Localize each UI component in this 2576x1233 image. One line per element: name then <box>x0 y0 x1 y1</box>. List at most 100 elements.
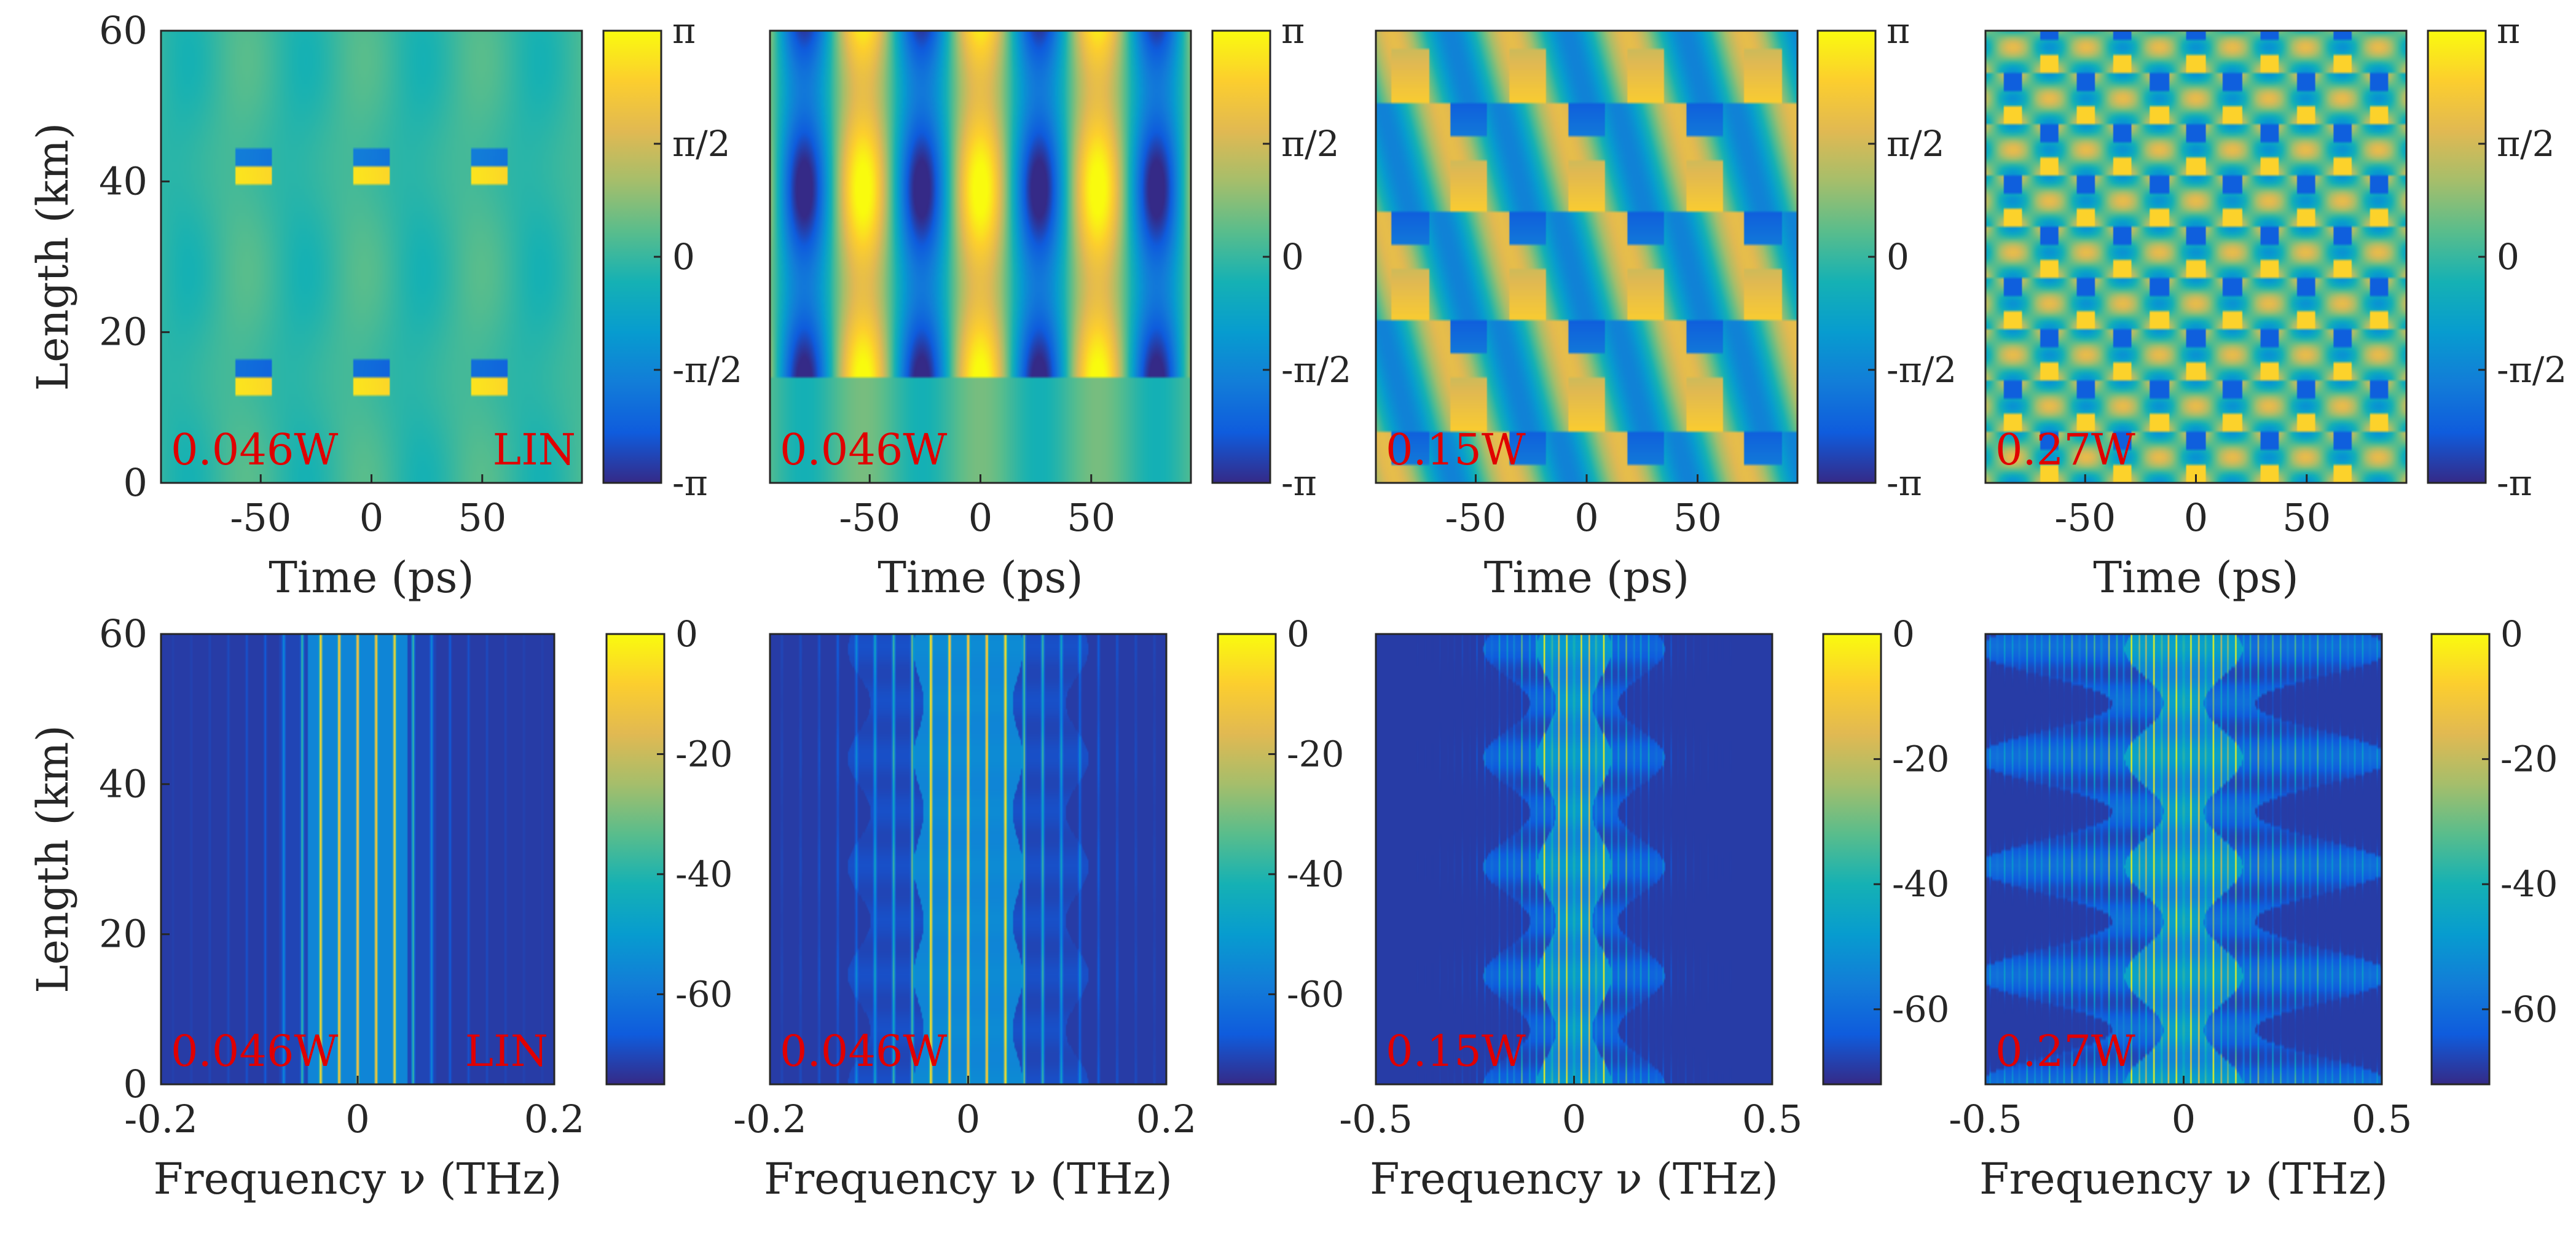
colorbar-tick-label: π <box>1887 10 1910 52</box>
x-tick-label: -0.2 <box>733 1097 807 1141</box>
y-axis-label: Length (km) <box>28 123 78 391</box>
x-tick-label: 0 <box>1562 1097 1586 1141</box>
colorbar-tick-label: -40 <box>1892 863 1949 905</box>
colorbar-tick-label: -60 <box>675 973 732 1015</box>
power-annotation: 0.046W <box>171 425 338 475</box>
x-tick-label: 0.2 <box>524 1097 585 1141</box>
power-annotation: 0.15W <box>1386 425 1526 475</box>
power-annotation: 0.27W <box>1995 1026 2135 1076</box>
colorbar-tick-label: -20 <box>675 733 732 775</box>
colorbar-tick-label: π/2 <box>2497 123 2555 165</box>
x-tick-label: -0.5 <box>1339 1097 1413 1141</box>
colorbar-tick-label: -20 <box>1892 738 1949 780</box>
y-tick-label: 40 <box>99 761 147 806</box>
colorbar <box>602 29 662 484</box>
x-tick-label: 0 <box>345 1097 369 1141</box>
x-tick-label: 50 <box>2282 495 2331 540</box>
colorbar-tick-label: -60 <box>1287 973 1344 1015</box>
colorbar-tick-label: π <box>2497 10 2520 52</box>
colorbar-tick-label: 0 <box>1281 236 1304 278</box>
colorbar-tick-label: -π/2 <box>2497 349 2567 391</box>
colorbar-tick-label: π/2 <box>1281 123 1340 165</box>
y-axis-label: Length (km) <box>28 725 78 993</box>
x-tick-label: 50 <box>1673 495 1722 540</box>
colorbar-tick-label: 0 <box>672 236 695 278</box>
x-tick-label: 50 <box>458 495 506 540</box>
subplot-0-2: -50 0 50 Time (ps) 0.15W π π/2 0 -π/2 -π <box>1375 10 1957 603</box>
colorbar <box>605 633 666 1086</box>
x-axis-label: Time (ps) <box>269 552 474 603</box>
colorbar-tick-label: -40 <box>1287 853 1344 895</box>
colorbar-tick-label: -60 <box>2500 988 2558 1030</box>
x-tick-label: 0 <box>968 495 992 540</box>
colorbar-tick-label: -40 <box>675 853 732 895</box>
heatmap-image <box>1985 31 2406 483</box>
heatmap-image <box>770 31 1191 483</box>
x-tick-label: 0 <box>956 1097 980 1141</box>
x-tick-label: 0.5 <box>2352 1097 2413 1141</box>
colorbar-tick-label: -60 <box>1892 988 1949 1030</box>
x-tick-label: -0.5 <box>1949 1097 2022 1141</box>
subplot-1-2: -0.5 0 0.5 Frequency ν (THz) 0.15W 0 -20 -40 -60 <box>1339 613 1949 1204</box>
x-tick-label: -0.2 <box>124 1097 198 1141</box>
x-axis-label: Frequency ν (THz) <box>1370 1154 1778 1204</box>
x-tick-label: 0 <box>359 495 383 540</box>
colorbar-tick-label: 0 <box>1887 236 1909 278</box>
x-tick-label: -50 <box>839 495 900 540</box>
y-tick-label: 20 <box>99 912 147 957</box>
heatmap-image <box>161 634 554 1084</box>
x-tick-label: 0 <box>1574 495 1598 540</box>
subplot-1-3: -0.5 0 0.5 Frequency ν (THz) 0.27W 0 -20 -40 -60 <box>1949 613 2558 1204</box>
power-annotation: 0.046W <box>780 425 947 475</box>
power-annotation: 0.27W <box>1995 425 2135 475</box>
heatmap-image <box>1376 634 1772 1084</box>
y-tick-label: 40 <box>99 159 147 203</box>
x-tick-label: 0.5 <box>1742 1097 1803 1141</box>
y-tick-label: 0 <box>124 1062 147 1106</box>
heatmap-image <box>770 634 1166 1084</box>
colorbar <box>1816 29 1877 484</box>
colorbar-tick-label: -20 <box>2500 738 2558 780</box>
x-axis-label: Frequency ν (THz) <box>1979 1154 2388 1204</box>
regime-annotation: LIN <box>465 1026 548 1076</box>
colorbar <box>2427 29 2487 484</box>
colorbar-tick-label: -π <box>2497 462 2532 504</box>
heatmap-image <box>1985 634 2382 1084</box>
colorbar-tick-label: 0 <box>2497 236 2519 278</box>
x-axis-label: Time (ps) <box>1484 552 1689 603</box>
subplot-0-0: -50 0 50 0 20 40 60 Time (ps) Length (km) 0.046W L… <box>28 8 742 603</box>
colorbar-tick-label: 0 <box>2500 613 2523 655</box>
x-axis-label: Frequency ν (THz) <box>764 1154 1172 1204</box>
colorbar <box>2430 633 2491 1086</box>
colorbar-tick-label: π/2 <box>672 123 731 165</box>
x-tick-label: 0 <box>2172 1097 2196 1141</box>
power-annotation: 0.046W <box>780 1026 947 1076</box>
x-tick-label: -50 <box>230 495 291 540</box>
colorbar-tick-label: π <box>672 10 696 52</box>
y-tick-label: 20 <box>99 310 147 354</box>
x-tick-label: -50 <box>2054 495 2116 540</box>
regime-annotation: LIN <box>493 425 576 475</box>
subplot-0-1: -50 0 50 Time (ps) 0.046W π π/2 0 -π/2 -π <box>769 10 1351 603</box>
x-tick-label: -50 <box>1445 495 1507 540</box>
x-axis-label: Frequency ν (THz) <box>154 1154 562 1204</box>
y-tick-label: 0 <box>124 460 147 505</box>
colorbar <box>1822 633 1882 1086</box>
x-tick-label: 0.2 <box>1136 1097 1197 1141</box>
x-tick-label: 0 <box>2184 495 2208 540</box>
x-tick-label: 50 <box>1067 495 1115 540</box>
colorbar-tick-label: π/2 <box>1887 123 1945 165</box>
colorbar-tick-label: -π/2 <box>1281 349 1351 391</box>
colorbar-tick-label: -20 <box>1287 733 1344 775</box>
colorbar-tick-label: -π/2 <box>1887 349 1957 391</box>
subplot-0-3: -50 0 50 Time (ps) 0.27W π π/2 0 -π/2 -π <box>1984 10 2567 603</box>
x-axis-label: Time (ps) <box>2093 552 2298 603</box>
colorbar-tick-label: -π <box>1281 462 1317 504</box>
colorbar <box>1217 633 1277 1086</box>
colorbar-tick-label: π <box>1281 10 1305 52</box>
colorbar <box>1211 29 1271 484</box>
power-annotation: 0.15W <box>1386 1026 1526 1076</box>
